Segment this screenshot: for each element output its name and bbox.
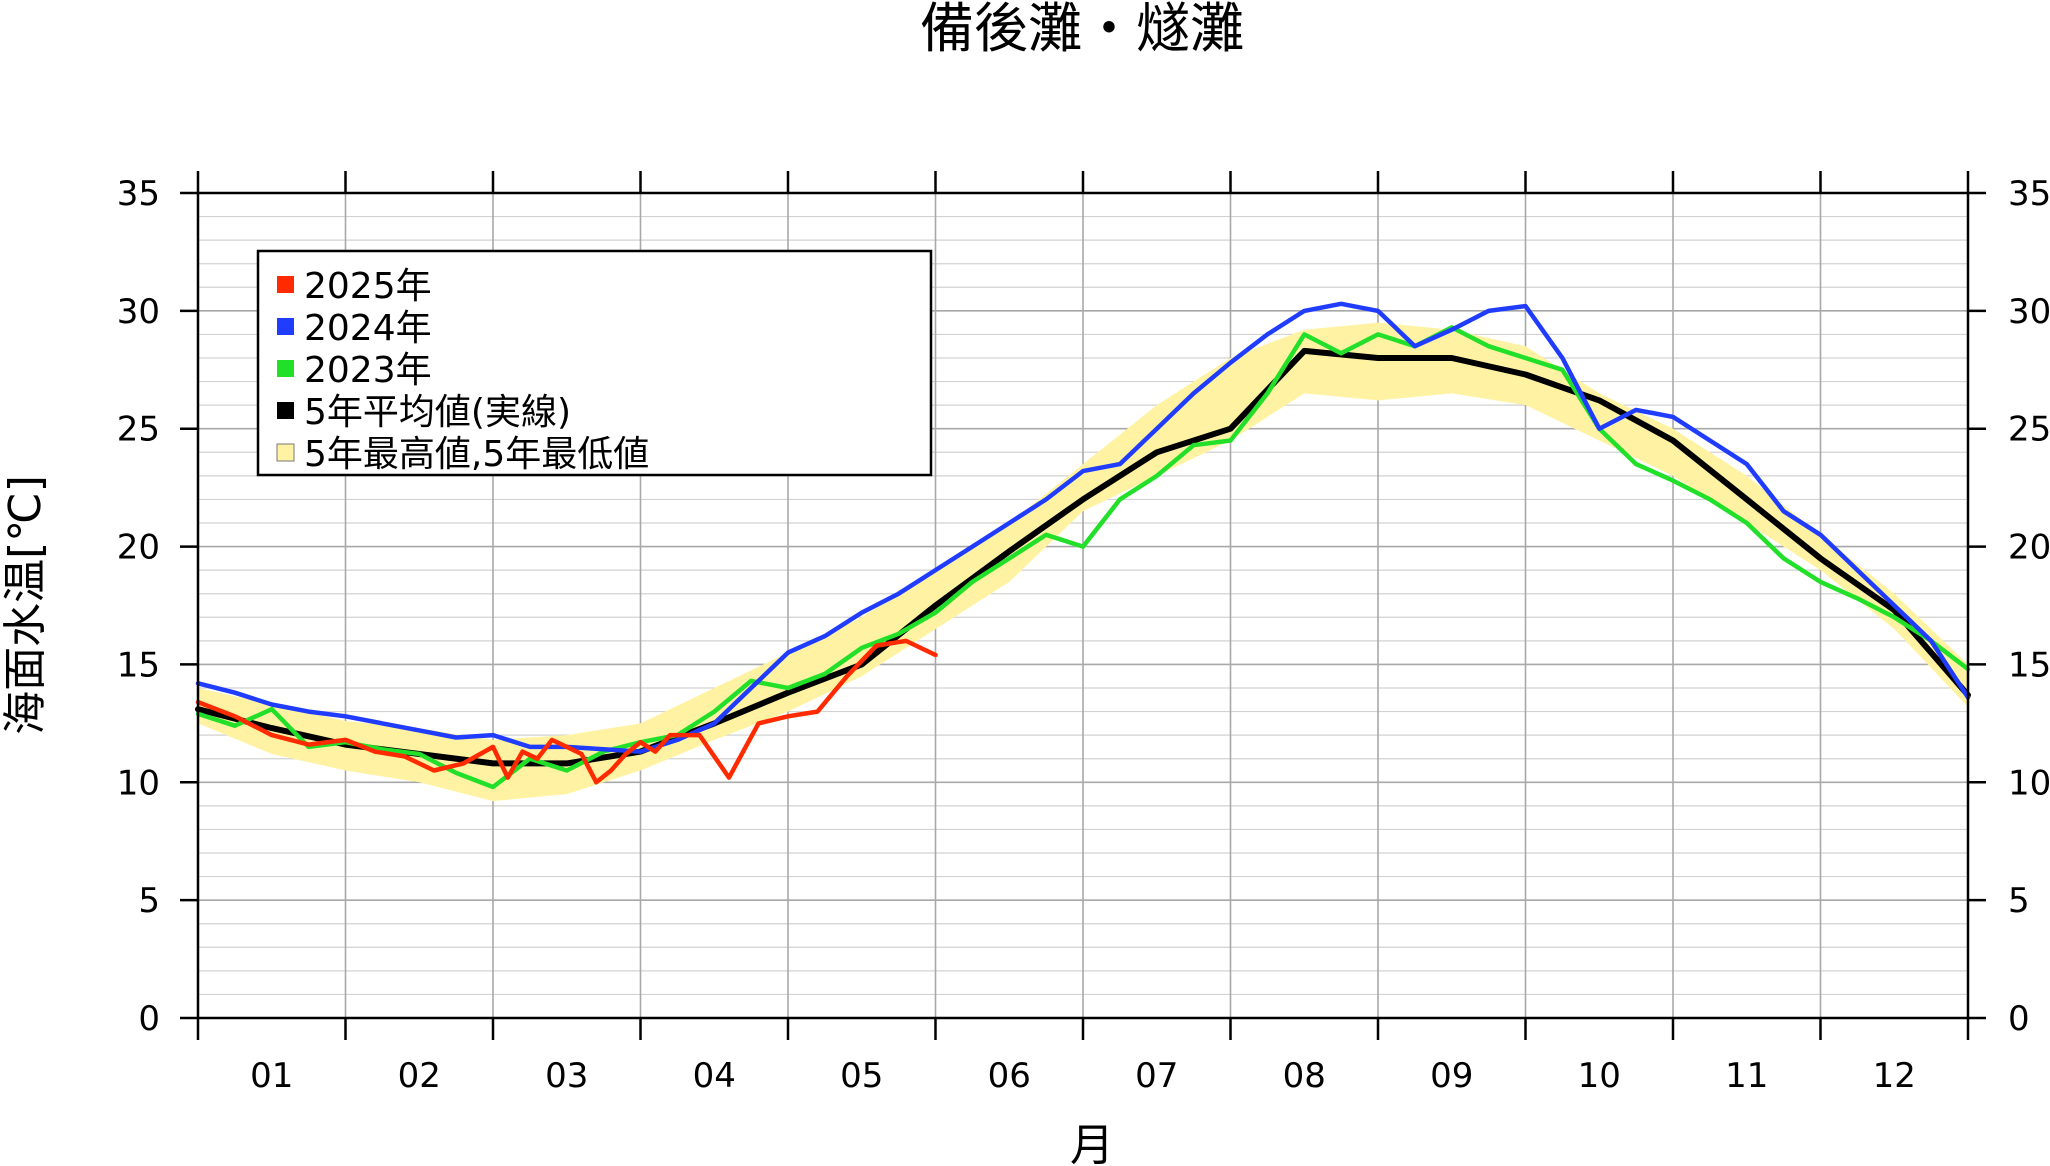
x-tick-label: 07 — [1135, 1056, 1178, 1096]
series-line-y2025 — [195, 638, 938, 785]
y-tick-label: 10 — [117, 763, 160, 803]
series-line-y2023 — [195, 325, 1971, 790]
y-tick-label: 30 — [117, 292, 160, 332]
legend-label-avg: 5年平均値(実線) — [304, 392, 571, 433]
y-tick-label: 5 — [138, 881, 160, 921]
y-tick-label: 20 — [117, 528, 160, 568]
legend-swatch-avg — [277, 402, 294, 419]
x-tick-label: 06 — [988, 1056, 1031, 1096]
legend-swatch-y2025 — [277, 276, 294, 293]
y-tick-label-right: 0 — [2008, 999, 2030, 1039]
y-tick-label-right: 20 — [2008, 528, 2050, 568]
x-tick-label: 09 — [1430, 1056, 1473, 1096]
x-tick-label: 10 — [1578, 1056, 1621, 1096]
series-line-y2024 — [195, 301, 1971, 754]
y-left-tick-labels: 0 5 10 15 20 25 30 35 — [117, 174, 160, 1039]
y-tick-label: 25 — [117, 410, 160, 450]
y-tick-label-right: 35 — [2008, 174, 2050, 214]
x-tick-labels: 01 02 03 04 05 06 07 08 09 10 11 12 — [250, 1056, 1916, 1096]
y-tick-label-right: 30 — [2008, 292, 2050, 332]
x-tick-label: 04 — [693, 1056, 736, 1096]
y-tick-label: 15 — [117, 645, 160, 685]
legend-swatch-band — [276, 443, 295, 462]
y-tick-label-right: 5 — [2008, 881, 2030, 921]
legend-box — [256, 249, 933, 477]
legend-label-band: 5年最高値,5年最低値 — [304, 434, 649, 475]
x-tick-label: 11 — [1725, 1056, 1768, 1096]
x-tick-label: 03 — [545, 1056, 588, 1096]
x-tick-label: 08 — [1283, 1056, 1326, 1096]
chart-title: 備後灘・燧灘 — [920, 0, 1244, 60]
y-axis-label: 海面水温[℃] — [0, 475, 51, 735]
legend-swatch-y2024 — [277, 318, 294, 335]
x-tick-label: 02 — [398, 1056, 441, 1096]
y-tick-label-right: 15 — [2008, 645, 2050, 685]
series-line-avg — [195, 347, 1971, 767]
axis-ticks — [180, 171, 1986, 1040]
legend-swatch-y2023 — [277, 360, 294, 377]
legend-label-y2024: 2024年 — [304, 308, 432, 349]
x-axis-label: 月 — [1070, 1120, 1114, 1166]
y-right-tick-labels: 0 5 10 15 20 25 30 35 — [2008, 174, 2050, 1039]
series-lines — [195, 301, 1971, 790]
y-tick-label: 35 — [117, 174, 160, 214]
x-tick-label: 12 — [1873, 1056, 1916, 1096]
legend-label-y2025: 2025年 — [304, 266, 432, 307]
x-tick-label: 05 — [840, 1056, 883, 1096]
y-tick-label-right: 10 — [2008, 763, 2050, 803]
x-tick-label: 01 — [250, 1056, 293, 1096]
legend-label-y2023: 2023年 — [304, 350, 432, 391]
y-tick-label: 0 — [138, 999, 160, 1039]
y-tick-label-right: 25 — [2008, 410, 2050, 450]
